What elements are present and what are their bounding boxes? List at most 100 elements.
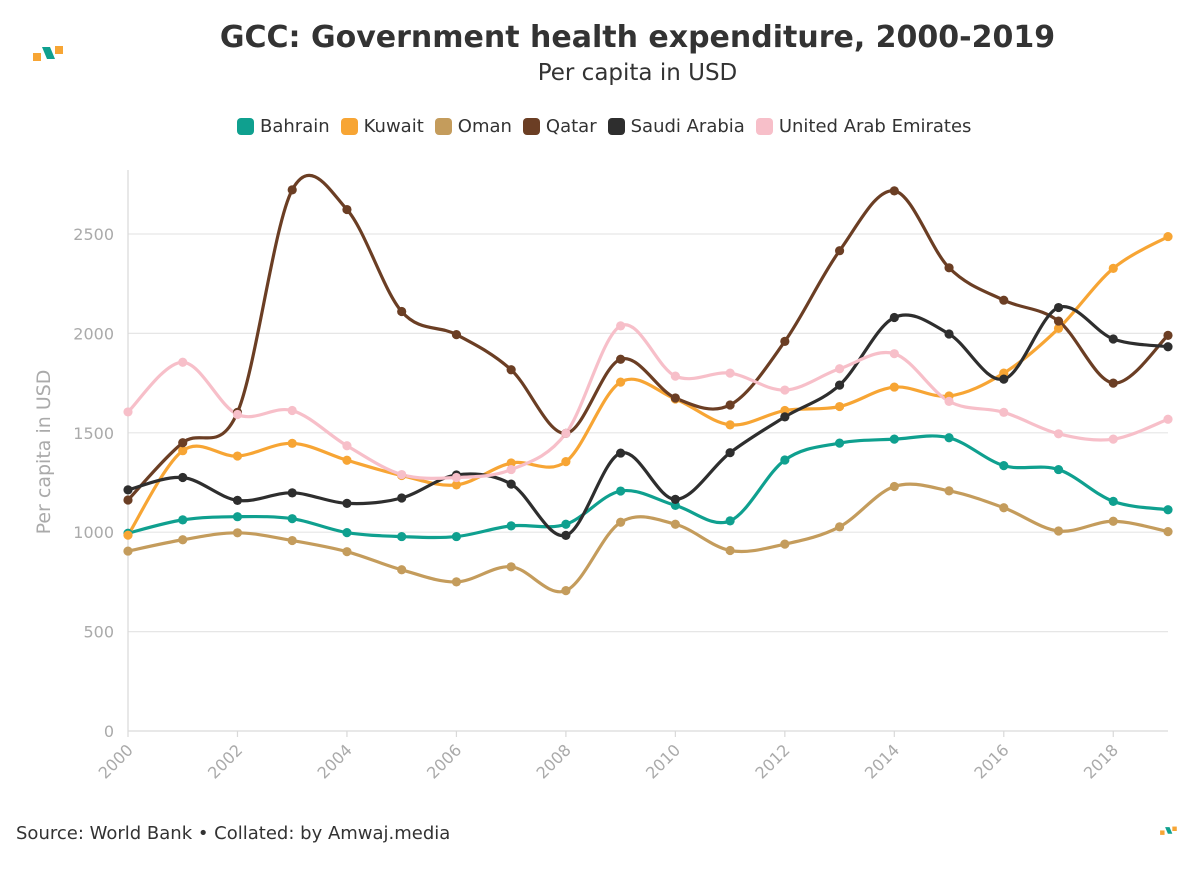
data-point-oman (287, 535, 297, 546)
legend-swatch (434, 118, 452, 135)
data-point-bahrain (999, 461, 1009, 471)
data-point-kuwait (889, 382, 899, 392)
data-point-oman (1163, 527, 1173, 537)
x-tick-label: 2002 (204, 740, 246, 782)
series-line-qatar (126, 173, 1170, 502)
data-point-qatar (506, 365, 516, 375)
data-point-kuwait (616, 377, 626, 387)
legend-swatch (755, 118, 773, 135)
data-point-kuwait (1108, 263, 1118, 273)
x-tick-label: 2018 (1080, 740, 1122, 782)
data-point-united-arab-emirates (232, 409, 243, 420)
data-point-united-arab-emirates (397, 469, 407, 480)
data-point-saudi-arabia (506, 479, 516, 489)
data-point-saudi-arabia (178, 472, 188, 483)
data-point-qatar (725, 400, 735, 410)
data-point-oman (561, 586, 571, 596)
legend-item-uae[interactable]: United Arab Emirates (755, 116, 972, 137)
legend-item-kuwait[interactable]: Kuwait (340, 116, 424, 137)
data-point-bahrain (944, 433, 954, 443)
data-point-qatar (944, 263, 954, 273)
data-point-bahrain (287, 514, 297, 524)
series-line-united-arab-emirates (126, 323, 1170, 480)
chart-subtitle: Per capita in USD (537, 60, 738, 86)
y-tick-label: 2500 (73, 225, 114, 244)
data-point-saudi-arabia (944, 329, 954, 339)
x-tick-label: 2006 (423, 740, 465, 782)
source-footer: Source: World Bank • Collated: by Amwaj.… (16, 823, 451, 844)
amwaj-logo-small-icon (1160, 826, 1177, 835)
data-point-bahrain (506, 521, 516, 531)
x-tick-label: 2008 (532, 740, 574, 782)
data-point-qatar (1163, 330, 1173, 340)
data-point-qatar (342, 204, 352, 215)
data-point-qatar (287, 185, 297, 195)
data-point-oman (397, 565, 407, 575)
data-point-saudi-arabia (1108, 334, 1118, 344)
data-point-saudi-arabia (670, 494, 680, 504)
data-point-qatar (1053, 316, 1064, 326)
data-point-united-arab-emirates (451, 472, 462, 483)
data-point-bahrain (451, 531, 462, 542)
legend-swatch (607, 118, 625, 135)
legend-label: Bahrain (260, 116, 330, 137)
x-tick-label: 2000 (95, 740, 137, 782)
data-point-bahrain (1053, 464, 1064, 475)
data-point-saudi-arabia (1163, 342, 1173, 352)
legend-item-bahrain[interactable]: Bahrain (237, 116, 330, 137)
data-point-kuwait (232, 451, 243, 461)
data-point-united-arab-emirates (889, 349, 899, 359)
data-point-united-arab-emirates (561, 428, 571, 438)
y-tick-label: 2000 (73, 324, 114, 343)
legend-swatch (237, 118, 254, 135)
legend-swatch (522, 118, 540, 135)
data-point-oman (1053, 526, 1064, 536)
series-line-saudi-arabia (126, 305, 1170, 538)
data-point-kuwait (834, 401, 845, 412)
data-point-qatar (780, 336, 790, 346)
data-point-saudi-arabia (232, 495, 243, 505)
data-point-oman (834, 522, 845, 532)
data-point-saudi-arabia (834, 380, 845, 390)
legend-item-qatar[interactable]: Qatar (522, 116, 597, 137)
y-tick-label: 0 (104, 722, 114, 741)
data-point-saudi-arabia (342, 498, 352, 508)
data-point-saudi-arabia (616, 448, 626, 458)
amwaj-logo-icon (33, 46, 63, 61)
data-point-qatar (451, 329, 462, 340)
data-point-bahrain (616, 486, 626, 496)
data-point-united-arab-emirates (342, 441, 352, 451)
legend-item-oman[interactable]: Oman (434, 116, 512, 137)
data-point-qatar (123, 495, 133, 505)
series-line-kuwait (126, 234, 1170, 537)
data-point-united-arab-emirates (780, 385, 790, 395)
x-tick-label: 2012 (751, 740, 793, 782)
data-point-kuwait (451, 480, 462, 490)
data-point-bahrain (232, 512, 243, 522)
data-point-united-arab-emirates (725, 368, 735, 378)
data-point-united-arab-emirates (834, 364, 845, 374)
data-point-oman (616, 517, 626, 527)
data-point-united-arab-emirates (506, 464, 516, 475)
data-point-oman (451, 577, 462, 587)
data-point-kuwait (342, 455, 352, 465)
data-point-qatar (616, 354, 626, 364)
data-point-saudi-arabia (1053, 302, 1064, 313)
data-point-kuwait (1053, 323, 1064, 334)
data-point-kuwait (780, 405, 790, 416)
legend-label: Oman (457, 116, 512, 137)
x-tick-label: 2016 (970, 740, 1012, 782)
data-point-saudi-arabia (780, 412, 790, 422)
data-point-bahrain (178, 515, 188, 525)
legend-label: Saudi Arabia (630, 116, 745, 137)
data-point-kuwait (725, 420, 735, 430)
legend-item-saudi-arabia[interactable]: Saudi Arabia (607, 116, 745, 137)
data-point-bahrain (1163, 505, 1173, 515)
data-point-united-arab-emirates (999, 407, 1009, 417)
data-point-saudi-arabia (725, 448, 735, 458)
y-tick-label: 1000 (73, 523, 114, 542)
chart-legend: Bahrain Kuwait Oman Qatar Saudi Arabia U… (237, 116, 982, 137)
axes (127, 170, 1168, 737)
legend-label: United Arab Emirates (778, 116, 972, 137)
